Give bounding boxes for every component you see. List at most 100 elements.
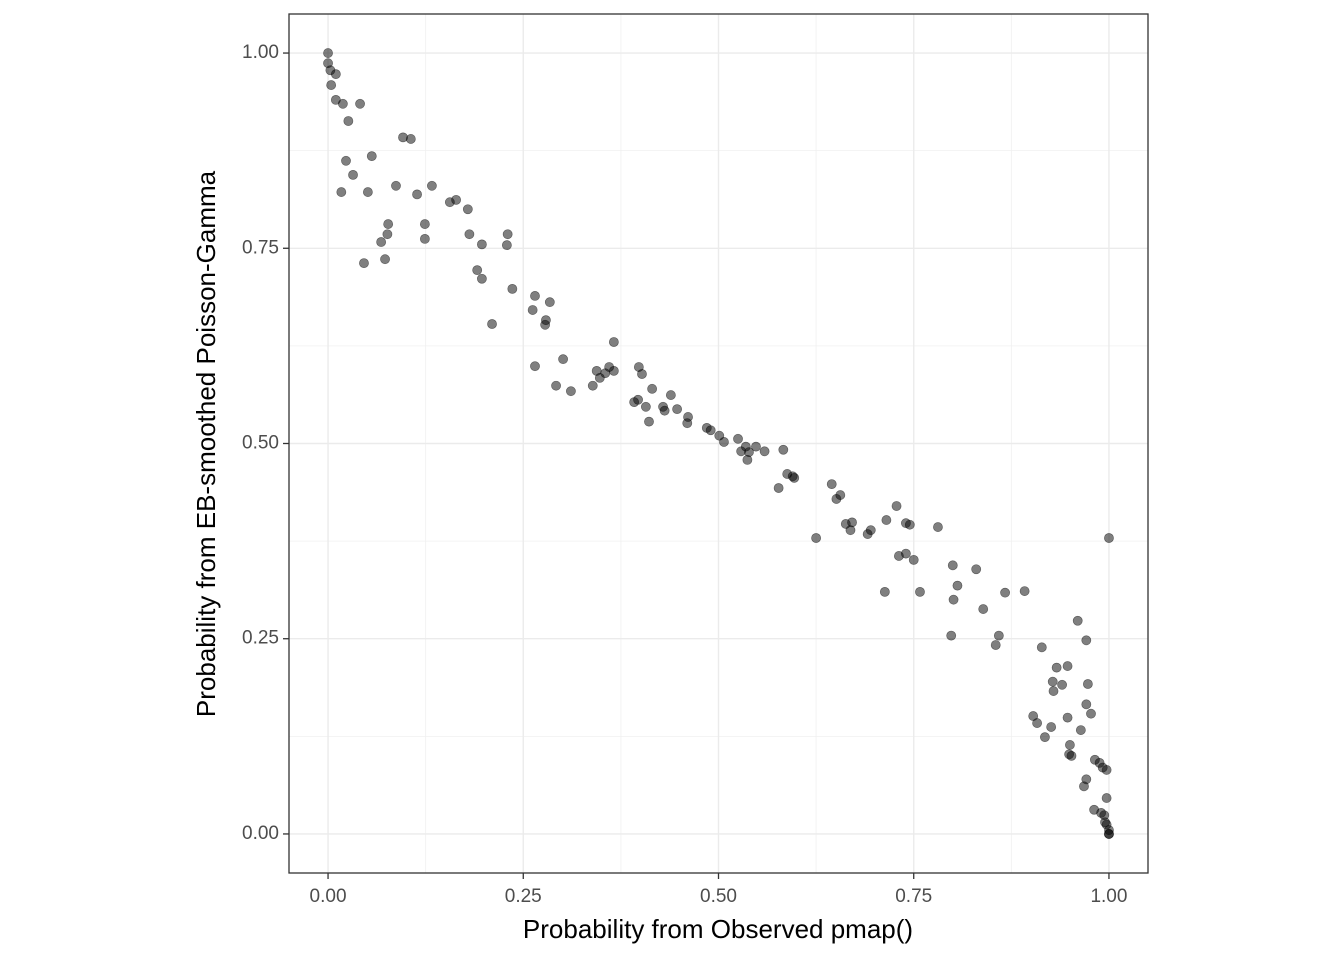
point <box>1062 712 1073 723</box>
point <box>946 630 957 641</box>
x-tick-label: 0.25 <box>505 886 542 907</box>
point <box>587 380 598 391</box>
point <box>594 373 605 383</box>
point <box>644 416 654 427</box>
point <box>640 401 651 412</box>
x-tick-label: 1.00 <box>1090 886 1127 907</box>
point <box>343 116 354 126</box>
point <box>412 189 422 200</box>
point <box>1082 679 1093 689</box>
point <box>451 194 462 205</box>
point <box>904 519 915 530</box>
point <box>705 425 716 436</box>
point <box>464 229 475 240</box>
point <box>501 240 512 251</box>
x-tick-label: 0.75 <box>895 886 932 907</box>
point <box>993 630 1004 641</box>
point <box>901 548 911 559</box>
point <box>326 80 337 90</box>
point <box>362 187 373 197</box>
x-tick-label: 0.50 <box>700 886 737 907</box>
point <box>751 441 761 452</box>
point <box>1051 662 1062 673</box>
point <box>341 155 351 166</box>
point <box>323 48 333 58</box>
point <box>915 586 925 597</box>
point <box>672 404 683 415</box>
point <box>719 437 729 447</box>
point <box>1000 587 1010 598</box>
point <box>659 405 670 416</box>
point <box>665 390 676 400</box>
point <box>1066 750 1077 761</box>
point <box>1081 699 1092 710</box>
point <box>978 604 989 614</box>
y-tick-label: 0.00 <box>242 823 279 844</box>
point <box>789 472 800 483</box>
point <box>405 134 416 144</box>
point <box>947 560 958 571</box>
y-tick-label: 1.00 <box>242 42 279 63</box>
point <box>551 380 561 391</box>
point <box>1104 533 1114 543</box>
point <box>1081 635 1092 646</box>
point <box>527 305 538 315</box>
point <box>391 180 401 191</box>
point <box>1032 718 1043 728</box>
point <box>891 501 902 511</box>
point <box>487 319 497 329</box>
point <box>502 229 513 240</box>
point <box>778 444 789 455</box>
point <box>1057 679 1067 690</box>
x-axis-label: Probability from Observed pmap() <box>523 914 913 944</box>
point <box>1047 676 1058 687</box>
point <box>865 525 876 536</box>
point <box>1019 586 1030 596</box>
point <box>507 283 518 294</box>
point <box>952 580 963 591</box>
point <box>383 219 394 229</box>
point <box>366 151 377 162</box>
point <box>558 354 568 365</box>
y-tick-label: 0.50 <box>242 433 279 454</box>
point <box>1048 686 1059 696</box>
point <box>530 361 540 372</box>
point <box>355 98 365 109</box>
point <box>933 522 943 532</box>
point <box>382 229 393 240</box>
point <box>647 383 658 394</box>
point <box>629 397 640 408</box>
point <box>742 454 753 465</box>
point <box>811 533 822 543</box>
point <box>1062 661 1073 671</box>
point <box>566 386 576 397</box>
point <box>733 433 743 444</box>
point <box>530 291 540 301</box>
point <box>427 180 437 191</box>
panel-border <box>288 13 1149 874</box>
point <box>1086 708 1096 719</box>
point <box>1072 615 1083 626</box>
point <box>544 297 555 308</box>
point <box>682 418 693 429</box>
point <box>1079 781 1089 792</box>
point <box>608 365 619 376</box>
point <box>330 69 341 80</box>
point <box>845 525 856 536</box>
point <box>540 319 551 330</box>
point <box>637 369 647 379</box>
y-tick-label: 0.25 <box>242 628 279 649</box>
point <box>476 239 487 250</box>
point <box>419 234 430 244</box>
point <box>1040 732 1050 743</box>
point <box>1065 740 1075 750</box>
point <box>990 640 1001 650</box>
point <box>1104 829 1114 839</box>
point <box>879 586 890 597</box>
point <box>608 337 619 347</box>
point <box>831 494 842 504</box>
point <box>1046 722 1057 732</box>
point <box>1101 793 1112 803</box>
point <box>881 515 892 525</box>
